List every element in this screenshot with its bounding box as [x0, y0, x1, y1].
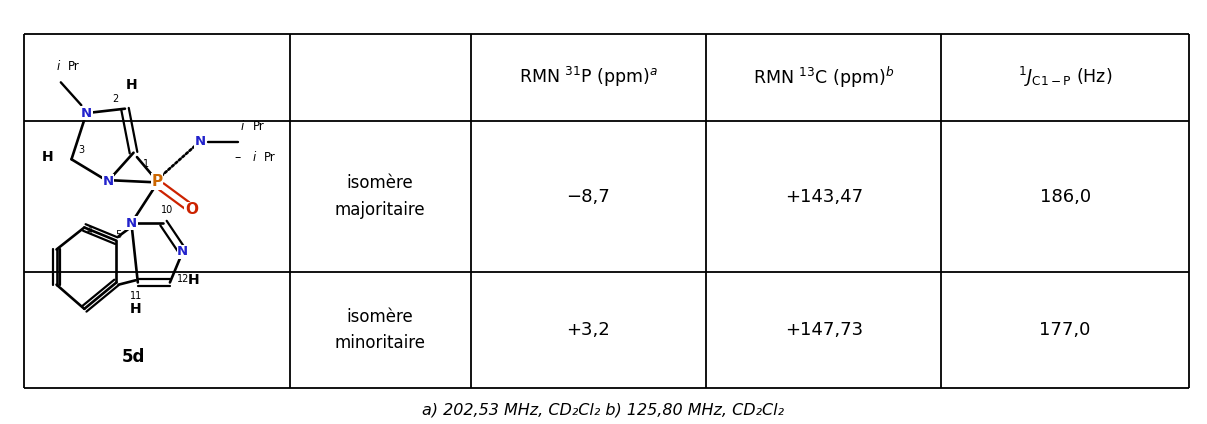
Text: +147,73: +147,73 — [785, 321, 863, 339]
Text: H: H — [126, 78, 138, 92]
Text: H: H — [187, 273, 199, 287]
Text: Pr: Pr — [252, 120, 264, 133]
Text: N: N — [194, 135, 205, 148]
Text: Pr: Pr — [68, 60, 80, 73]
Text: −8,7: −8,7 — [566, 187, 611, 206]
Text: 3: 3 — [77, 145, 84, 155]
Text: N: N — [81, 106, 92, 120]
Text: RMN $^{13}$C (ppm)$^{b}$: RMN $^{13}$C (ppm)$^{b}$ — [753, 65, 894, 90]
Text: H: H — [130, 302, 141, 316]
Text: N: N — [177, 245, 188, 258]
Text: isomère
majoritaire: isomère majoritaire — [334, 174, 426, 219]
Text: i: i — [252, 151, 256, 164]
Text: H: H — [42, 150, 54, 164]
Text: a) 202,53 MHz, CD₂Cl₂ b) 125,80 MHz, CD₂Cl₂: a) 202,53 MHz, CD₂Cl₂ b) 125,80 MHz, CD₂… — [422, 402, 785, 417]
Text: 5d: 5d — [122, 348, 145, 366]
Text: P: P — [152, 174, 163, 189]
Text: 177,0: 177,0 — [1039, 321, 1091, 339]
Text: i: i — [57, 60, 59, 73]
Text: 10: 10 — [161, 205, 173, 215]
Text: 11: 11 — [129, 291, 141, 301]
Text: isomère
minoritaire: isomère minoritaire — [334, 308, 426, 352]
Text: +3,2: +3,2 — [566, 321, 611, 339]
Text: $^{1}J_{\mathrm{C1-P}}$ (Hz): $^{1}J_{\mathrm{C1-P}}$ (Hz) — [1018, 65, 1113, 89]
Text: +143,47: +143,47 — [785, 187, 863, 206]
Text: O: O — [185, 202, 198, 218]
Text: 12: 12 — [176, 274, 189, 284]
Text: 2: 2 — [112, 94, 118, 104]
Text: Pr: Pr — [264, 151, 275, 164]
Text: 1: 1 — [142, 159, 148, 169]
Text: N: N — [126, 217, 136, 229]
Text: 186,0: 186,0 — [1039, 187, 1091, 206]
Text: RMN $^{31}$P (ppm)$^{a}$: RMN $^{31}$P (ppm)$^{a}$ — [519, 65, 658, 89]
Text: 5: 5 — [116, 230, 122, 240]
Text: 4: 4 — [87, 226, 93, 236]
Text: i: i — [241, 120, 244, 133]
Text: –: – — [234, 151, 240, 164]
Text: N: N — [103, 175, 113, 188]
